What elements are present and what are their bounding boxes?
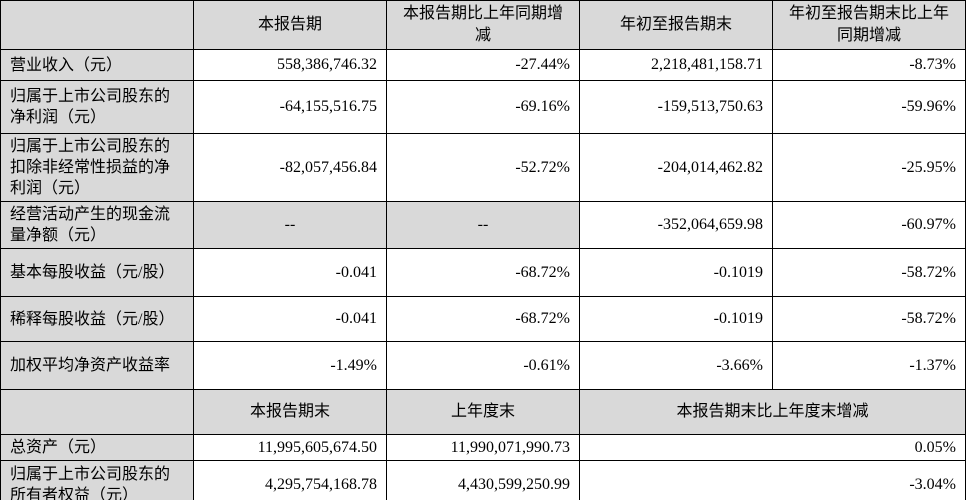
header-period-end-vs-prior-year-end: 本报告期末比上年度末增减 xyxy=(579,389,966,435)
row-label-operating-cash-flow: 经营活动产生的现金流量净额（元） xyxy=(0,201,194,249)
value-excl-nonrecurring-yoy: -52.72% xyxy=(386,133,580,202)
row-label-shareholders-equity: 归属于上市公司股东的所有者权益（元） xyxy=(0,460,194,500)
table-header-row-period-end: 本报告期末 上年度末 本报告期末比上年度末增减 xyxy=(0,389,966,435)
value-net-profit-current: -64,155,516.75 xyxy=(193,80,387,134)
row-label-diluted-eps: 稀释每股收益（元/股） xyxy=(0,296,194,342)
value-excl-nonrecurring-current: -82,057,456.84 xyxy=(193,133,387,202)
table-row-diluted-eps: 稀释每股收益（元/股） -0.041 -68.72% -0.1019 -58.7… xyxy=(0,296,966,342)
corner-cell-blank xyxy=(0,0,194,50)
value-net-profit-yoy: -69.16% xyxy=(386,80,580,134)
value-roe-current: -1.49% xyxy=(193,341,387,390)
row-label-net-profit: 归属于上市公司股东的净利润（元） xyxy=(0,80,194,134)
value-total-assets-prior-year-end: 11,990,071,990.73 xyxy=(386,434,580,461)
value-excl-nonrecurring-ytd-yoy: -25.95% xyxy=(772,133,966,202)
value-equity-prior-year-end: 4,430,599,250.99 xyxy=(386,460,580,500)
row-label-basic-eps: 基本每股收益（元/股） xyxy=(0,248,194,297)
header-year-to-date-yoy-change: 年初至报告期末比上年同期增减 xyxy=(772,0,966,50)
value-basic-eps-ytd: -0.1019 xyxy=(579,248,773,297)
value-roe-ytd-yoy: -1.37% xyxy=(772,341,966,390)
value-basic-eps-yoy: -68.72% xyxy=(386,248,580,297)
value-basic-eps-ytd-yoy: -58.72% xyxy=(772,248,966,297)
value-diluted-eps-current: -0.041 xyxy=(193,296,387,342)
row-label-total-assets: 总资产（元） xyxy=(0,434,194,461)
value-roe-yoy: -0.61% xyxy=(386,341,580,390)
table-row-basic-eps: 基本每股收益（元/股） -0.041 -68.72% -0.1019 -58.7… xyxy=(0,248,966,297)
value-equity-period-end: 4,295,754,168.78 xyxy=(193,460,387,500)
value-net-profit-ytd: -159,513,750.63 xyxy=(579,80,773,134)
value-total-assets-period-end: 11,995,605,674.50 xyxy=(193,434,387,461)
row-label-weighted-avg-roe: 加权平均净资产收益率 xyxy=(0,341,194,390)
row-label-net-profit-excl-nonrecurring: 归属于上市公司股东的扣除非经常性损益的净利润（元） xyxy=(0,133,194,202)
table-row-operating-cash-flow: 经营活动产生的现金流量净额（元） -- -- -352,064,659.98 -… xyxy=(0,201,966,249)
value-equity-change: -3.04% xyxy=(579,460,966,500)
table-header-row-period: 本报告期 本报告期比上年同期增减 年初至报告期末 年初至报告期末比上年同期增减 xyxy=(0,0,966,50)
value-cash-flow-yoy-na: -- xyxy=(386,201,580,249)
value-revenue-ytd-yoy: -8.73% xyxy=(772,49,966,81)
header-current-period: 本报告期 xyxy=(193,0,387,50)
value-diluted-eps-yoy: -68.72% xyxy=(386,296,580,342)
table-row-revenue: 营业收入（元） 558,386,746.32 -27.44% 2,218,481… xyxy=(0,49,966,81)
value-revenue-yoy: -27.44% xyxy=(386,49,580,81)
header-current-period-yoy-change: 本报告期比上年同期增减 xyxy=(386,0,580,50)
value-roe-ytd: -3.66% xyxy=(579,341,773,390)
corner-cell-blank-2 xyxy=(0,389,194,435)
value-diluted-eps-ytd: -0.1019 xyxy=(579,296,773,342)
table-row-total-assets: 总资产（元） 11,995,605,674.50 11,990,071,990.… xyxy=(0,434,966,461)
value-revenue-current: 558,386,746.32 xyxy=(193,49,387,81)
header-current-period-end: 本报告期末 xyxy=(193,389,387,435)
table-row-net-profit: 归属于上市公司股东的净利润（元） -64,155,516.75 -69.16% … xyxy=(0,80,966,134)
value-cash-flow-ytd: -352,064,659.98 xyxy=(579,201,773,249)
header-year-to-date: 年初至报告期末 xyxy=(579,0,773,50)
table-row-weighted-avg-roe: 加权平均净资产收益率 -1.49% -0.61% -3.66% -1.37% xyxy=(0,341,966,390)
value-net-profit-ytd-yoy: -59.96% xyxy=(772,80,966,134)
value-cash-flow-ytd-yoy: -60.97% xyxy=(772,201,966,249)
row-label-revenue: 营业收入（元） xyxy=(0,49,194,81)
value-revenue-ytd: 2,218,481,158.71 xyxy=(579,49,773,81)
value-total-assets-change: 0.05% xyxy=(579,434,966,461)
value-cash-flow-current-na: -- xyxy=(193,201,387,249)
value-basic-eps-current: -0.041 xyxy=(193,248,387,297)
table-row-net-profit-excl-nonrecurring: 归属于上市公司股东的扣除非经常性损益的净利润（元） -82,057,456.84… xyxy=(0,133,966,202)
value-diluted-eps-ytd-yoy: -58.72% xyxy=(772,296,966,342)
table-row-shareholders-equity: 归属于上市公司股东的所有者权益（元） 4,295,754,168.78 4,43… xyxy=(0,460,966,500)
value-excl-nonrecurring-ytd: -204,014,462.82 xyxy=(579,133,773,202)
header-prior-year-end: 上年度末 xyxy=(386,389,580,435)
